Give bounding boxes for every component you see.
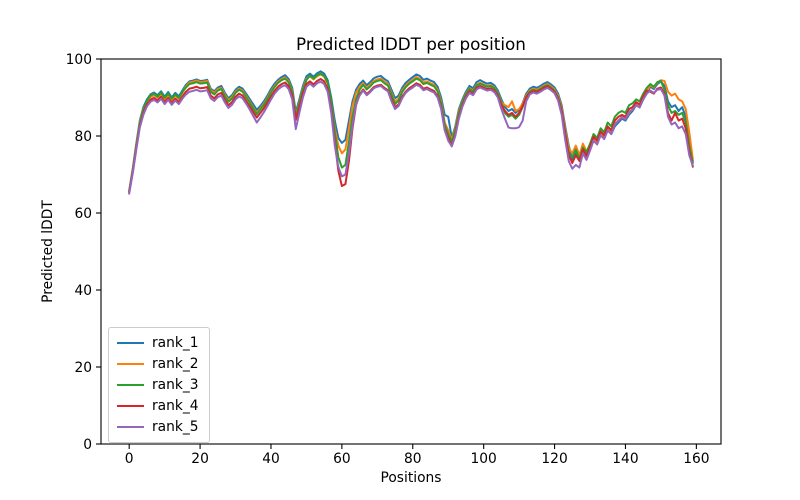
legend-line-sample [117,383,144,386]
x-axis-label: Positions [381,470,442,486]
y-axis-ticks: 0 20 40 60 80 100 [66,52,101,453]
legend-item-rank_5: rank_5 [117,416,199,437]
legend-item-rank_4: rank_4 [117,395,199,416]
series-lines [128,70,694,195]
x-tick-label: 120 [541,451,567,467]
legend-line-sample [117,342,144,345]
legend-label: rank_4 [152,397,199,414]
x-tick-label: 100 [470,451,496,467]
legend-line-sample [117,425,144,428]
y-tick-label: 80 [74,129,92,145]
x-tick-label: 80 [404,451,422,467]
legend-label: rank_3 [152,376,199,393]
x-tick-label: 140 [612,451,638,467]
series-line-rank_5 [128,80,694,195]
x-tick-label: 60 [333,451,351,467]
series-line-rank_4 [128,78,694,194]
legend-item-rank_1: rank_1 [117,333,199,354]
legend-label: rank_1 [152,335,199,352]
legend-label: rank_2 [152,356,199,373]
x-axis-ticks: 0 20 40 60 80 100 120 140 160 [125,444,710,467]
legend: rank_1 rank_2 rank_3 rank_4 rank_5 [108,327,210,443]
y-tick-label: 20 [74,360,92,376]
legend-item-rank_2: rank_2 [117,354,199,375]
legend-label: rank_5 [152,418,199,435]
chart-title: Predicted lDDT per position [296,34,526,54]
legend-item-rank_3: rank_3 [117,375,199,396]
x-tick-label: 20 [191,451,209,467]
y-tick-label: 100 [66,52,92,68]
x-tick-label: 0 [125,451,134,467]
y-tick-label: 40 [74,283,92,299]
series-line-rank_2 [128,73,694,193]
x-tick-label: 40 [262,451,280,467]
legend-line-sample [117,363,144,366]
plot-border [100,58,722,445]
y-tick-label: 60 [74,206,92,222]
series-line-rank_3 [128,72,694,193]
legend-line-sample [117,404,144,407]
y-tick-label: 0 [83,437,92,453]
y-axis-label: Predicted lDDT [40,200,56,303]
x-tick-label: 160 [683,451,709,467]
